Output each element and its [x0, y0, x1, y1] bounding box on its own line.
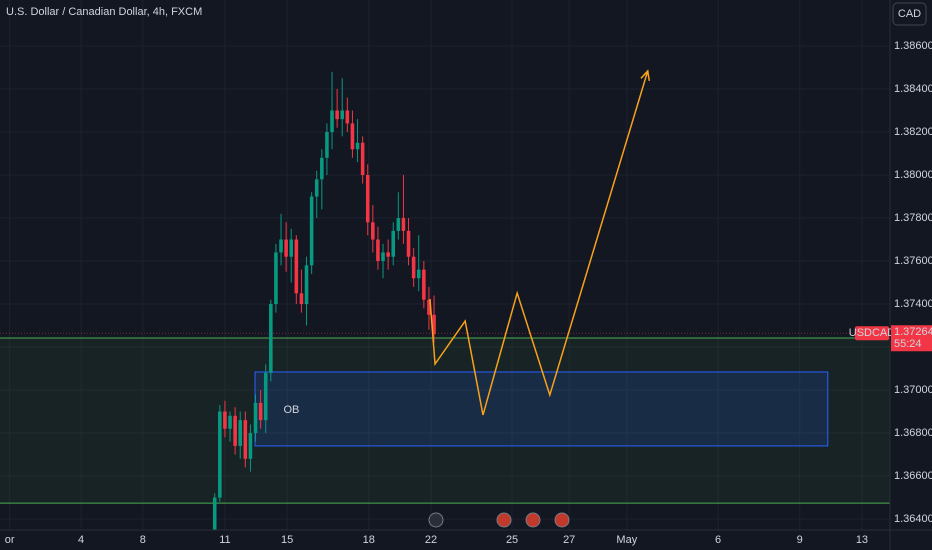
- candle-body: [416, 269, 421, 279]
- x-tick-label: 25: [506, 534, 518, 546]
- candle-body: [396, 218, 401, 231]
- candle-body: [299, 293, 304, 305]
- candle-body: [258, 402, 263, 421]
- candle-body: [350, 123, 355, 150]
- x-tick-label: 15: [281, 534, 293, 546]
- symbol-tag-label: USDCAD: [849, 327, 896, 339]
- candle-body: [365, 175, 370, 223]
- currency-button[interactable]: [892, 2, 927, 26]
- x-tick-label: 4: [78, 534, 84, 546]
- event-icon[interactable]: [554, 512, 570, 528]
- candle-body: [432, 314, 436, 335]
- candle-body: [360, 142, 365, 176]
- x-tick-label: or: [5, 534, 15, 546]
- y-tick-label: 1.38200: [894, 126, 932, 138]
- candle-body: [269, 304, 273, 373]
- candle-body: [335, 110, 339, 120]
- x-tick-label: 11: [219, 534, 230, 546]
- candle-body: [422, 269, 426, 300]
- candle-body: [355, 142, 360, 150]
- y-tick-label: 1.37600: [894, 255, 932, 267]
- x-tick-label: May: [616, 534, 637, 546]
- candle-body: [233, 415, 237, 446]
- candle-body: [381, 252, 385, 262]
- candle-body: [386, 252, 390, 257]
- y-tick-label: 1.38600: [894, 40, 932, 52]
- order-block: [254, 371, 829, 447]
- candle-body: [325, 132, 329, 158]
- candle-body: [401, 218, 406, 231]
- event-icon[interactable]: [525, 512, 541, 528]
- candle-body: [309, 196, 314, 266]
- candle-body: [427, 299, 431, 315]
- event-icon[interactable]: [428, 512, 444, 528]
- y-tick-label: 1.37800: [894, 212, 932, 224]
- x-tick-label: 27: [563, 534, 575, 546]
- candle-body: [314, 179, 319, 197]
- y-tick-label: 1.38000: [894, 169, 932, 181]
- candle-body: [345, 110, 350, 124]
- x-tick-label: 22: [425, 534, 437, 546]
- x-tick-label: 8: [140, 534, 146, 546]
- candle-body: [284, 239, 288, 257]
- x-tick-label: 18: [363, 534, 375, 546]
- candle-body: [371, 222, 375, 240]
- candle-body: [212, 497, 217, 530]
- x-tick-label: 13: [856, 534, 868, 546]
- countdown-label: 55:24: [894, 338, 922, 350]
- candle-body: [376, 239, 380, 262]
- candle-body: [391, 230, 396, 257]
- symbol-tag: [855, 326, 889, 341]
- candle-body: [263, 372, 268, 421]
- y-tick-label: 1.38400: [894, 83, 932, 95]
- order-block-label: OB: [283, 404, 299, 416]
- zone: [0, 337, 890, 504]
- candle-body: [289, 239, 294, 257]
- projection-path: [429, 70, 649, 416]
- candle-body: [304, 265, 309, 305]
- y-tick-label: 1.36600: [894, 470, 932, 482]
- candle-body: [330, 110, 334, 133]
- event-icon[interactable]: [496, 512, 512, 528]
- candle-body: [218, 411, 222, 498]
- x-tick-label: 6: [715, 534, 721, 546]
- candle-body: [238, 420, 243, 446]
- candle-body: [228, 415, 232, 429]
- event-icons: [428, 512, 570, 528]
- candle-body: [411, 256, 416, 279]
- candle-body: [243, 420, 248, 459]
- y-tick-label: 1.36800: [894, 427, 932, 439]
- candle-body: [223, 411, 227, 429]
- last-price-label: 1.37264: [894, 326, 932, 338]
- candle-body: [340, 110, 345, 120]
- candle-body: [253, 402, 258, 434]
- candle-body: [274, 252, 278, 305]
- x-tick-label: 9: [797, 534, 803, 546]
- candle-body: [294, 239, 299, 294]
- candle-body: [320, 157, 324, 180]
- chart-title: U.S. Dollar / Canadian Dollar, 4h, FXCM: [6, 6, 202, 18]
- candle-body: [279, 239, 283, 253]
- currency-label[interactable]: CAD: [898, 8, 921, 20]
- candle-body: [248, 433, 253, 459]
- y-tick-label: 1.37400: [894, 298, 932, 310]
- last-price-tag: [891, 325, 932, 352]
- y-tick-label: 1.37000: [894, 384, 932, 396]
- projection-arrowhead: [640, 69, 651, 81]
- y-tick-label: 1.36400: [894, 513, 932, 525]
- candle-body: [406, 230, 411, 257]
